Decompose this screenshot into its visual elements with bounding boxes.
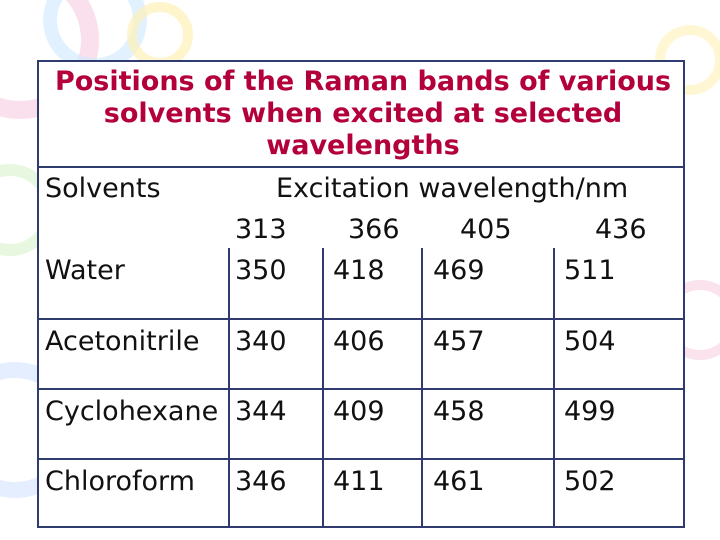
raman-bands-table: Positions of the Raman bands of various … <box>37 60 685 528</box>
excitation-wavelength-header: Excitation wavelength/nm <box>276 173 629 204</box>
table-divider <box>39 388 683 390</box>
wavelength-header-405: 405 <box>460 214 512 245</box>
table-divider <box>228 248 230 526</box>
table-cell: 502 <box>564 466 616 497</box>
table-cell: 511 <box>564 255 616 286</box>
table-divider <box>39 318 683 320</box>
table-cell: 406 <box>333 326 385 357</box>
table-cell: 344 <box>235 396 287 427</box>
table-cell: 411 <box>333 466 385 497</box>
wavelength-header-436: 436 <box>595 214 647 245</box>
table-divider <box>39 166 683 168</box>
table-cell: 340 <box>235 326 287 357</box>
wavelength-header-366: 366 <box>348 214 400 245</box>
background-swirl <box>0 0 99 119</box>
solvent-name-acetonitrile: Acetonitrile <box>45 326 200 357</box>
table-divider <box>39 458 683 460</box>
table-cell: 409 <box>333 396 385 427</box>
table-cell: 461 <box>433 466 485 497</box>
table-divider <box>322 248 324 526</box>
table-cell: 350 <box>235 255 287 286</box>
table-divider <box>421 248 423 526</box>
solvent-name-cyclohexane: Cyclohexane <box>45 396 219 427</box>
table-cell: 469 <box>433 255 485 286</box>
table-cell: 457 <box>433 326 485 357</box>
table-divider <box>553 248 555 526</box>
table-cell: 458 <box>433 396 485 427</box>
table-title: Positions of the Raman bands of various … <box>54 66 672 161</box>
solvent-name-water: Water <box>45 255 125 286</box>
table-cell: 346 <box>235 466 287 497</box>
table-cell: 504 <box>564 326 616 357</box>
table-cell: 418 <box>333 255 385 286</box>
solvents-column-header: Solvents <box>45 173 161 204</box>
solvent-name-chloroform: Chloroform <box>45 466 195 497</box>
table-cell: 499 <box>564 396 616 427</box>
wavelength-header-313: 313 <box>235 214 287 245</box>
